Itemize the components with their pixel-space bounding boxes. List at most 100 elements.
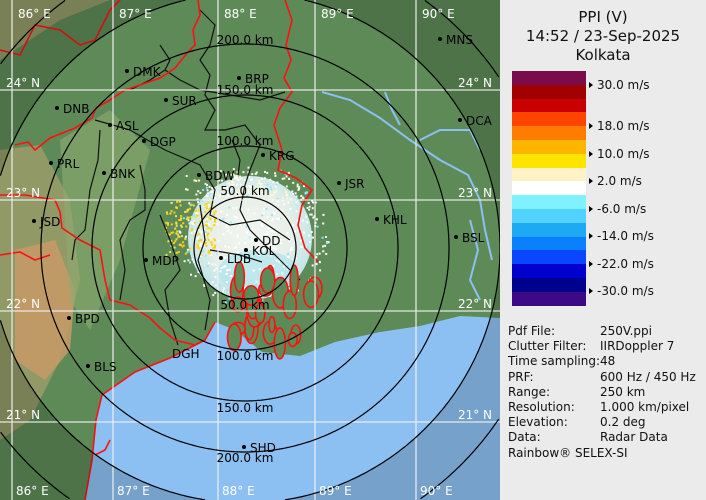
echo-pixel	[253, 212, 256, 215]
longitude-label-top: 88° E	[224, 7, 257, 21]
echo-pixel	[233, 216, 236, 218]
rivers	[321, 91, 493, 301]
echo-pixel	[272, 217, 275, 220]
scale-tick: -30.0 m/s	[589, 284, 699, 298]
echo-pixel	[286, 267, 289, 270]
echo-pixel-yellow	[205, 244, 208, 247]
echo-pixel	[222, 265, 225, 268]
station-dot-icon	[244, 248, 248, 252]
echo-pixel-yellow	[194, 216, 197, 219]
echo-pixel-yellow	[177, 236, 180, 239]
echo-pixel	[240, 216, 243, 219]
echo-pixel	[238, 223, 241, 226]
station-bdw: BDW	[197, 169, 234, 183]
echo-pixel	[268, 237, 271, 240]
info-key: Range:	[508, 384, 551, 399]
echo-pixel-yellow	[204, 210, 207, 213]
echo-pixel-yellow	[205, 206, 208, 209]
echo-pixel-yellow	[168, 233, 171, 236]
echo-pixel	[270, 188, 273, 191]
echo-pixel	[247, 171, 250, 174]
echo-pixel	[200, 242, 202, 245]
echo-pixel-yellow	[166, 222, 169, 225]
echo-pixel-yellow	[191, 228, 194, 231]
echo-pixel	[226, 269, 229, 272]
echo-pixel	[179, 231, 182, 234]
delta-island	[302, 280, 320, 309]
echo-pixel	[262, 198, 265, 201]
echo-pixel	[325, 236, 327, 238]
echo-pixel-yellow	[175, 232, 178, 235]
district-boundaries	[71, 9, 301, 346]
station-dot-icon	[219, 256, 223, 260]
station-dot-icon	[108, 123, 112, 127]
echo-pixel-yellow	[206, 234, 209, 237]
echo-pixel-yellow	[212, 211, 215, 214]
delta-island	[231, 296, 245, 313]
station-dot-icon	[261, 153, 265, 157]
info-row: Pdf File: 250V.ppi	[508, 324, 696, 339]
echo-pixel	[315, 256, 318, 259]
echo-pixel-yellow	[205, 224, 208, 227]
echo-pixel	[279, 217, 282, 220]
echo-pixel	[218, 179, 221, 182]
echo-pixel	[311, 264, 314, 267]
echo-pixel	[233, 247, 236, 250]
longitude-label-bottom: 90° E	[420, 484, 453, 498]
echo-pixel	[292, 181, 295, 184]
echo-pixel	[192, 260, 195, 263]
echo-pixel	[294, 230, 297, 233]
echo-pixel	[318, 261, 321, 264]
echo-pixel	[234, 176, 236, 179]
echo-pixel-yellow	[207, 232, 210, 235]
station-label: MDP	[152, 254, 179, 268]
state-borders	[0, 0, 319, 500]
station-dot-icon	[254, 238, 258, 242]
echo-pixel	[214, 263, 217, 266]
echo-pixel	[269, 254, 272, 257]
scan-datetime: 14:52 / 23-Sep-2025	[525, 27, 681, 45]
echo-pixel	[295, 201, 298, 204]
station-prl: PRL	[49, 157, 80, 171]
longitude-label-top: 89° E	[321, 7, 354, 21]
color-band	[512, 126, 586, 140]
echo-pixel-yellow	[210, 229, 213, 232]
echo-pixel	[287, 171, 290, 174]
echo-pixel	[315, 218, 318, 221]
echo-pixel-yellow	[175, 238, 178, 241]
echo-pixel	[233, 174, 236, 177]
echo-pixel	[206, 184, 208, 187]
echo-pixel	[311, 199, 314, 202]
echo-pixel	[272, 181, 275, 183]
station-label: DMK	[133, 65, 162, 79]
lat-lon-grid	[0, 0, 500, 500]
echo-pixel	[290, 246, 293, 249]
echo-pixel	[257, 253, 260, 256]
ring-label-south: 50.0 km	[220, 298, 269, 312]
echo-pixel	[270, 194, 273, 197]
echo-pixel	[214, 196, 217, 199]
station-dot-icon	[144, 258, 148, 262]
echo-pixel	[236, 236, 239, 239]
echo-pixel	[257, 252, 260, 255]
echo-pixel	[244, 179, 247, 182]
echo-pixel	[225, 186, 228, 189]
velocity-color-scale	[512, 71, 586, 306]
echo-pixel	[229, 231, 232, 234]
echo-pixel	[268, 204, 270, 206]
echo-pixel	[311, 207, 314, 210]
latitude-label-right: 21° N	[458, 408, 492, 422]
echo-pixel	[268, 245, 271, 248]
echo-pixel	[245, 185, 248, 188]
echo-pixel	[231, 181, 233, 183]
echo-pixel	[241, 193, 244, 196]
color-band	[512, 264, 586, 278]
echo-pixel	[206, 192, 209, 195]
echo-pixel	[206, 189, 209, 192]
echo-pixel-yellow	[176, 200, 179, 203]
echo-pixel	[237, 179, 240, 182]
echo-pixel	[229, 221, 232, 224]
echo-pixel	[212, 281, 215, 284]
echo-pixel	[255, 193, 257, 196]
echo-pixel	[236, 175, 239, 178]
